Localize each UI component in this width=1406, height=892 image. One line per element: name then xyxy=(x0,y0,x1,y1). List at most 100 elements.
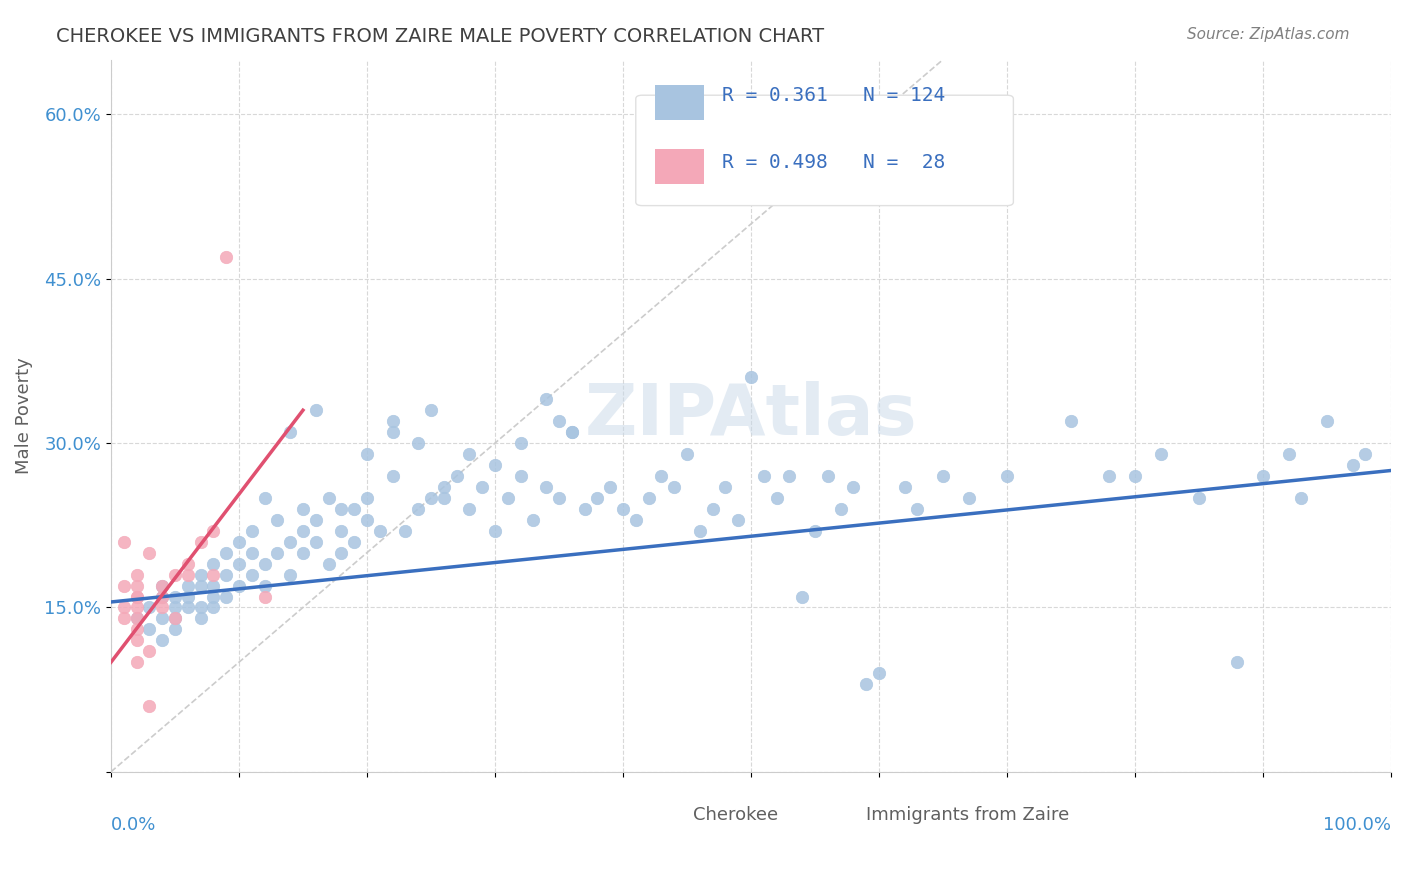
Point xyxy=(420,403,443,417)
Point xyxy=(318,557,340,571)
Point xyxy=(202,567,225,582)
Point xyxy=(150,600,173,615)
Point xyxy=(765,491,787,505)
Point xyxy=(868,666,890,681)
Point xyxy=(330,546,353,560)
Point xyxy=(163,600,186,615)
Point xyxy=(1354,447,1376,461)
Point xyxy=(177,590,200,604)
Point xyxy=(574,501,596,516)
Point xyxy=(278,425,301,439)
Point xyxy=(458,447,481,461)
Point xyxy=(484,524,506,538)
Text: Cherokee: Cherokee xyxy=(693,806,779,824)
Point xyxy=(291,524,314,538)
Point xyxy=(548,414,571,428)
Point xyxy=(291,501,314,516)
Point xyxy=(381,469,404,483)
Point xyxy=(150,590,173,604)
Point xyxy=(125,600,148,615)
Point xyxy=(509,469,531,483)
Point xyxy=(138,699,160,714)
Point xyxy=(138,600,160,615)
Point xyxy=(215,567,238,582)
Point xyxy=(1149,447,1171,461)
FancyBboxPatch shape xyxy=(636,95,1014,205)
Point xyxy=(190,578,212,592)
Point xyxy=(125,633,148,648)
Point xyxy=(125,567,148,582)
Point xyxy=(177,567,200,582)
Point xyxy=(215,250,238,264)
Point xyxy=(163,590,186,604)
Point xyxy=(343,501,366,516)
Point xyxy=(662,480,685,494)
Point xyxy=(228,578,250,592)
Point xyxy=(1277,447,1299,461)
Point xyxy=(266,513,288,527)
Point xyxy=(125,611,148,625)
Point xyxy=(240,546,263,560)
Point xyxy=(496,491,519,505)
Point xyxy=(266,546,288,560)
Point xyxy=(125,623,148,637)
Point xyxy=(163,611,186,625)
Point xyxy=(356,447,378,461)
Text: Immigrants from Zaire: Immigrants from Zaire xyxy=(866,806,1070,824)
Point xyxy=(253,557,276,571)
Point xyxy=(150,578,173,592)
Point xyxy=(253,491,276,505)
Text: Source: ZipAtlas.com: Source: ZipAtlas.com xyxy=(1187,27,1350,42)
Point xyxy=(433,480,456,494)
Point xyxy=(125,655,148,669)
Point xyxy=(240,524,263,538)
Point xyxy=(190,567,212,582)
Point xyxy=(586,491,609,505)
Point xyxy=(202,557,225,571)
Point xyxy=(215,590,238,604)
Point xyxy=(637,491,659,505)
Point xyxy=(190,600,212,615)
Point xyxy=(330,524,353,538)
Point xyxy=(1341,458,1364,472)
Point xyxy=(458,501,481,516)
Point xyxy=(253,590,276,604)
Point xyxy=(727,513,749,527)
Point xyxy=(599,480,621,494)
Text: 0.0%: 0.0% xyxy=(111,816,156,834)
Point xyxy=(138,546,160,560)
Point xyxy=(804,524,827,538)
Point xyxy=(381,414,404,428)
Point xyxy=(1316,414,1339,428)
Point xyxy=(305,513,328,527)
Point xyxy=(228,557,250,571)
Point xyxy=(830,501,852,516)
Point xyxy=(177,557,200,571)
Point xyxy=(1226,655,1249,669)
Point xyxy=(318,491,340,505)
Point xyxy=(534,480,557,494)
Point xyxy=(112,600,135,615)
Point xyxy=(150,590,173,604)
Point xyxy=(190,534,212,549)
Point xyxy=(1188,491,1211,505)
Point xyxy=(163,611,186,625)
Point xyxy=(1060,414,1083,428)
Point xyxy=(150,578,173,592)
Point xyxy=(561,425,583,439)
Point xyxy=(305,534,328,549)
Point xyxy=(112,578,135,592)
Point xyxy=(291,546,314,560)
FancyBboxPatch shape xyxy=(655,149,703,185)
Y-axis label: Male Poverty: Male Poverty xyxy=(15,358,32,474)
Point xyxy=(190,611,212,625)
Point xyxy=(112,534,135,549)
Point xyxy=(905,501,928,516)
Point xyxy=(650,469,672,483)
Point xyxy=(932,469,955,483)
Point xyxy=(202,600,225,615)
Point xyxy=(522,513,544,527)
Point xyxy=(433,491,456,505)
FancyBboxPatch shape xyxy=(655,85,703,120)
Point xyxy=(534,392,557,407)
